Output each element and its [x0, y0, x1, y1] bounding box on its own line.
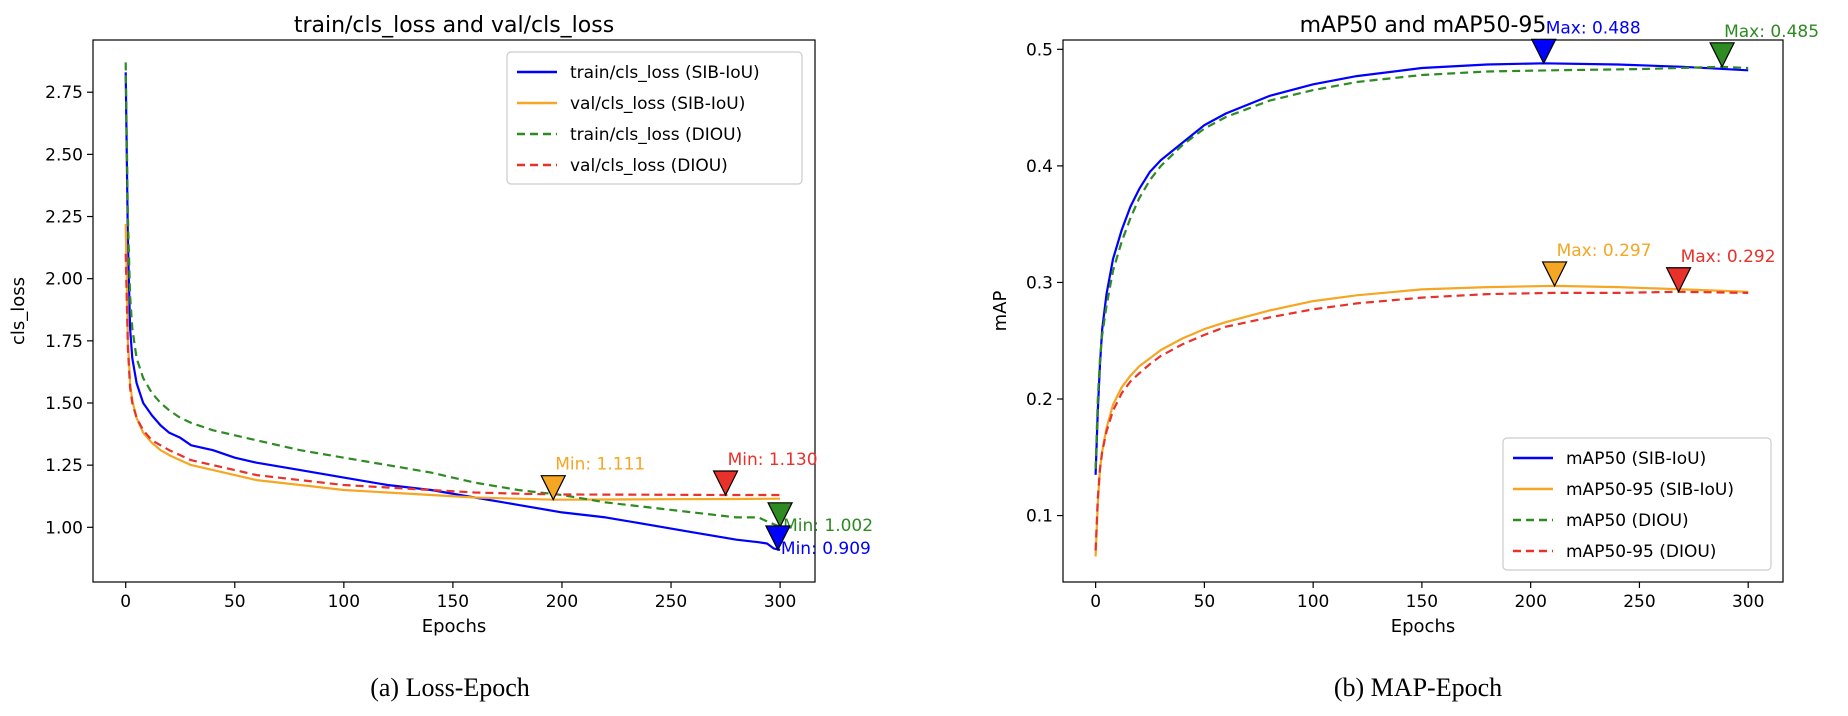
y-tick-label: 0.2 [1026, 390, 1053, 410]
y-tick-label: 0.4 [1026, 157, 1053, 177]
series-line-map50-diou [1094, 65, 1749, 469]
y-tick-label: 2.25 [45, 208, 83, 228]
x-tick-label: 0 [120, 592, 131, 612]
figure-caption: (b) MAP-Epoch [1334, 673, 1502, 702]
y-tick-label: 1.00 [45, 518, 83, 538]
series-line-train-cls-loss-sib-iou [124, 72, 781, 551]
x-axis-label: Epochs [1391, 616, 1456, 637]
y-tick-label: 2.75 [45, 83, 83, 103]
y-axis-label: mAP [990, 291, 1011, 332]
x-tick-label: 250 [655, 592, 687, 612]
y-tick-label: 1.50 [45, 394, 83, 414]
series-group [1094, 62, 1749, 557]
x-axis-label: Epochs [422, 616, 487, 637]
series-line-map50-95-diou [1094, 290, 1749, 551]
legend-entry: mAP50-95 (DIOU) [1566, 542, 1716, 562]
x-tick-label: 50 [1194, 592, 1216, 612]
chart-title: train/cls_loss and val/cls_loss [294, 13, 614, 38]
annotation-label: Max: 0.292 [1681, 247, 1776, 267]
loss-epoch-chart: train/cls_loss and val/cls_loss 0 50 100 150… [8, 13, 873, 702]
series-line-val-cls-loss-diou [124, 253, 781, 497]
legend-frame [1502, 437, 1772, 571]
legend: mAP50 (SIB-IoU) mAP50-95 (SIB-IoU) mAP50 (… [1502, 437, 1772, 571]
annotation-label: Max: 0.485 [1724, 22, 1819, 42]
map-epoch-chart: mAP50 and mAP50-95 0 50 100 150 200 250 300 0.1 0… [990, 13, 1819, 702]
series-line-map50-95-sib-iou [1094, 284, 1749, 557]
series-line-val-cls-loss-sib-iou [124, 223, 781, 501]
y-axis-label: cls_loss [8, 277, 29, 345]
legend-entry: mAP50 (DIOU) [1566, 511, 1689, 531]
x-tick-label: 300 [1732, 592, 1764, 612]
series-line-train-cls-loss-diou [124, 62, 781, 528]
y-tick-label: 0.5 [1026, 40, 1053, 60]
y-tick-label: 1.75 [45, 332, 83, 352]
x-tick-label: 200 [546, 592, 578, 612]
legend-entry: mAP50-95 (SIB-IoU) [1566, 480, 1734, 500]
y-tick-label: 2.00 [45, 270, 83, 290]
chart-title: mAP50 and mAP50-95 [1300, 13, 1547, 38]
legend-frame [506, 51, 803, 185]
plot-frame [92, 39, 816, 583]
x-tick-label: 100 [328, 592, 360, 612]
y-tick-label: 0.1 [1026, 507, 1053, 527]
annotation-label: Min: 1.002 [783, 516, 873, 536]
x-tick-label: 0 [1090, 592, 1101, 612]
annotation-label: Max: 0.488 [1546, 18, 1641, 38]
x-tick-label: 300 [764, 592, 796, 612]
annotation-label: Min: 1.111 [555, 455, 645, 475]
y-tick-label: 0.3 [1026, 273, 1053, 293]
annotation-marker [767, 502, 794, 529]
figure-caption: (a) Loss-Epoch [370, 673, 530, 702]
x-tick-label: 100 [1297, 592, 1329, 612]
annotation-marker [712, 470, 739, 497]
legend: train/cls_loss (SIB-IoU) val/cls_loss (SI… [506, 51, 803, 185]
legend-entry: train/cls_loss (SIB-IoU) [570, 63, 760, 83]
annotation-label: Min: 1.130 [728, 450, 818, 470]
x-tick-label: 50 [224, 592, 246, 612]
annotation-marker [764, 525, 791, 552]
legend-entry: val/cls_loss (SIB-IoU) [570, 94, 745, 114]
legend-entry: train/cls_loss (DIOU) [570, 125, 742, 145]
series-line-map50-sib-iou [1094, 62, 1749, 475]
x-tick-label: 150 [1406, 592, 1438, 612]
x-tick-label: 200 [1514, 592, 1546, 612]
x-tick-label: 150 [437, 592, 469, 612]
legend-entry: val/cls_loss (DIOU) [570, 156, 728, 176]
annotation-marker [1665, 267, 1692, 294]
annotation-label: Max: 0.297 [1557, 241, 1652, 261]
x-tick-label: 250 [1623, 592, 1655, 612]
y-tick-label: 1.25 [45, 456, 83, 476]
annotation-label: Min: 0.909 [781, 539, 871, 559]
annotation-marker [1530, 38, 1557, 65]
annotation-marker [540, 475, 567, 502]
y-tick-label: 2.50 [45, 145, 83, 165]
legend-entry: mAP50 (SIB-IoU) [1566, 449, 1706, 469]
annotation-marker [1541, 261, 1568, 288]
annotation-marker [1709, 42, 1736, 69]
plot-frame [1062, 39, 1784, 583]
